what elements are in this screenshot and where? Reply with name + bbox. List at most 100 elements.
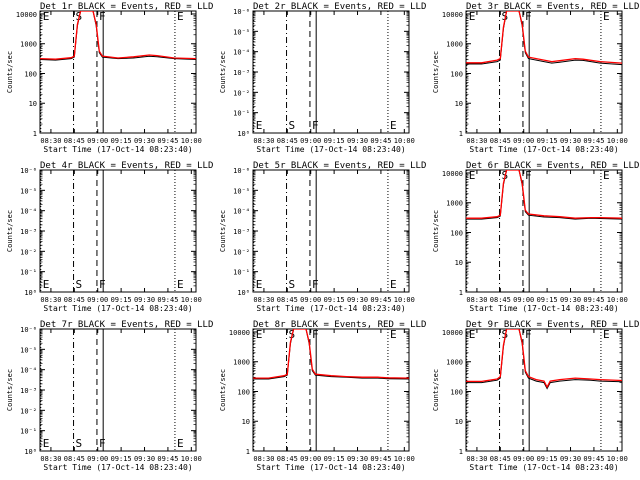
x-axis-label: Start Time (17-Oct-14 08:23:40)	[43, 463, 192, 472]
marker-label: E	[603, 328, 610, 341]
y-tick-label: 10000	[442, 170, 463, 178]
marker-label: E	[256, 119, 263, 132]
x-tick-label: 08:30	[466, 296, 487, 304]
y-tick-label: 1	[246, 448, 250, 456]
y-tick-label: 100	[24, 70, 37, 78]
x-tick-label: 09:15	[111, 296, 132, 304]
x-tick-label: 10:00	[394, 296, 415, 304]
marker-label: E	[469, 10, 476, 23]
y-tick-label: 10⁻²	[233, 248, 250, 256]
y-tick-label: 10⁻²	[20, 248, 37, 256]
y-tick-label: 100	[450, 229, 463, 237]
x-tick-label: 09:15	[537, 455, 558, 463]
marker-label: S	[502, 10, 509, 23]
panel-det-4: Det 4r BLACK = Events, RED = LLD 08:30 08:…	[6, 161, 213, 313]
panel-title: Det 4r BLACK = Events, RED = LLD	[40, 161, 213, 171]
y-tick-label: 10⁰	[237, 130, 250, 138]
y-tick-label: 1000	[233, 359, 250, 367]
x-tick-label: 09:30	[560, 296, 581, 304]
y-tick-label: 10⁻⁵	[233, 28, 250, 36]
y-tick-label: 10	[29, 100, 37, 108]
x-tick-label: 10:00	[394, 455, 415, 463]
x-tick-label: 08:45	[64, 296, 85, 304]
marker-label: E	[43, 10, 50, 23]
marker-label: F	[525, 169, 532, 182]
x-tick-label: 09:00	[513, 455, 534, 463]
x-tick-label: 09:30	[347, 137, 368, 145]
y-tick-label: 10⁻⁴	[233, 208, 250, 216]
marker-label: E	[603, 169, 610, 182]
y-tick-label: 10000	[16, 11, 37, 19]
x-tick-label: 09:15	[537, 137, 558, 145]
x-tick-label: 09:30	[134, 137, 155, 145]
y-tick-label: 10	[455, 259, 463, 267]
marker-label: E	[256, 328, 263, 341]
x-tick-label: 09:45	[157, 137, 178, 145]
y-tick-label: 10⁻³	[20, 387, 37, 395]
x-tick-label: 09:00	[300, 296, 321, 304]
plot-frame	[39, 169, 197, 293]
y-tick-label: 10⁰	[24, 448, 37, 456]
marker-label: E	[177, 437, 184, 450]
marker-label: E	[469, 328, 476, 341]
x-tick-label: 10:00	[607, 296, 628, 304]
panel-det-9: Det 9r BLACK = Events, RED = LLD 08:30 08:…	[432, 320, 639, 472]
x-axis-label: Start Time (17-Oct-14 08:23:40)	[256, 145, 405, 154]
y-tick-label: 10⁻²	[233, 89, 250, 97]
x-tick-label: 08:45	[490, 296, 511, 304]
marker-label: F	[312, 328, 319, 341]
panel-title: Det 7r BLACK = Events, RED = LLD	[40, 320, 213, 330]
x-tick-label: 08:30	[40, 296, 61, 304]
panel-title: Det 9r BLACK = Events, RED = LLD	[466, 320, 639, 330]
y-axis-label: Counts/sec	[6, 369, 14, 411]
series-lld	[253, 329, 409, 379]
series-events	[253, 329, 409, 380]
panel-det-7: Det 7r BLACK = Events, RED = LLD 08:30 08:…	[6, 320, 213, 472]
plot-frame	[252, 169, 410, 293]
plot-frame	[39, 10, 197, 134]
x-tick-label: 10:00	[607, 137, 628, 145]
x-tick-label: 09:15	[324, 137, 345, 145]
y-tick-label: 1000	[446, 359, 463, 367]
x-tick-label: 10:00	[394, 137, 415, 145]
panel-det-6: Det 6r BLACK = Events, RED = LLD 08:30 08:…	[432, 161, 639, 313]
panel-det-8: Det 8r BLACK = Events, RED = LLD 08:30 08:…	[219, 320, 426, 472]
x-axis-label: Start Time (17-Oct-14 08:23:40)	[256, 463, 405, 472]
x-tick-label: 10:00	[181, 455, 202, 463]
marker-label: E	[177, 278, 184, 291]
panel-title: Det 8r BLACK = Events, RED = LLD	[253, 320, 426, 330]
panel-det-1: Det 1r BLACK = Events, RED = LLD 08:30 08:…	[6, 2, 213, 154]
x-tick-label: 09:15	[537, 296, 558, 304]
y-tick-label: 10⁻⁶	[233, 167, 250, 175]
y-tick-label: 1000	[20, 41, 37, 49]
y-tick-label: 1000	[446, 41, 463, 49]
panel-title: Det 3r BLACK = Events, RED = LLD	[466, 2, 639, 12]
x-tick-label: 08:45	[490, 137, 511, 145]
y-tick-label: 10⁻⁶	[20, 326, 37, 334]
marker-label: F	[312, 278, 319, 291]
x-tick-label: 09:45	[157, 455, 178, 463]
y-tick-label: 1000	[446, 200, 463, 208]
y-tick-label: 10	[455, 100, 463, 108]
x-tick-label: 09:45	[583, 137, 604, 145]
x-axis-label: Start Time (17-Oct-14 08:23:40)	[43, 145, 192, 154]
x-tick-label: 08:45	[64, 455, 85, 463]
x-tick-label: 08:30	[253, 296, 274, 304]
x-tick-label: 09:30	[134, 296, 155, 304]
x-tick-label: 09:45	[370, 137, 391, 145]
series-events	[466, 11, 622, 66]
y-tick-label: 10⁻⁴	[20, 367, 37, 375]
marker-label: F	[99, 10, 106, 23]
y-tick-label: 10⁻⁴	[20, 208, 37, 216]
x-tick-label: 08:45	[277, 455, 298, 463]
x-tick-label: 09:00	[87, 296, 108, 304]
marker-label: E	[43, 437, 50, 450]
x-tick-label: 09:30	[560, 455, 581, 463]
series-lld	[466, 329, 622, 389]
y-tick-label: 10000	[442, 329, 463, 337]
marker-label: S	[289, 278, 296, 291]
x-tick-label: 09:15	[324, 296, 345, 304]
panel-det-3: Det 3r BLACK = Events, RED = LLD 08:30 08:…	[432, 2, 639, 154]
plot-frame	[465, 169, 623, 293]
x-tick-label: 09:00	[513, 296, 534, 304]
